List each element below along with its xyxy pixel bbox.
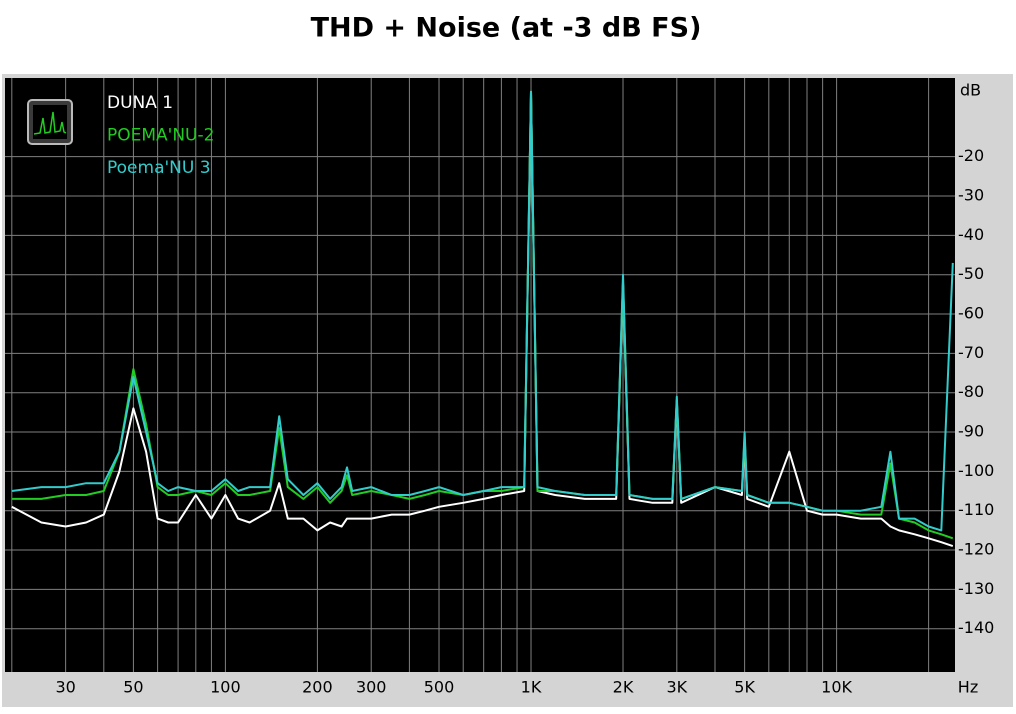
- y-axis-label: dB: [960, 81, 981, 100]
- y-tick-label: -110: [958, 500, 994, 519]
- x-tick-label: 500: [424, 678, 455, 697]
- series-line: [11, 90, 954, 532]
- x-tick-label: 300: [356, 678, 387, 697]
- legend-icon-trace: [33, 111, 67, 135]
- y-tick-label: -70: [958, 343, 984, 362]
- legend: DUNA 1 POEMA'NU-2 Poema'NU 3: [27, 93, 214, 178]
- x-tick-label: 1K: [521, 678, 542, 697]
- x-tick-label: 100: [210, 678, 241, 697]
- y-tick-label: -50: [958, 264, 984, 283]
- y-tick-label: -30: [958, 186, 984, 205]
- y-tick-label: -140: [958, 618, 994, 637]
- y-tick-label: -60: [958, 304, 984, 323]
- y-tick-label: -130: [958, 579, 994, 598]
- x-tick-label: 3K: [666, 678, 687, 697]
- lines: [11, 90, 954, 548]
- grid: [5, 78, 955, 672]
- x-tick-label: 5K: [734, 678, 755, 697]
- y-tick-label: -40: [958, 225, 984, 244]
- legend-label: DUNA 1: [107, 93, 173, 113]
- series-line: [11, 90, 954, 548]
- y-tick-label: -80: [958, 382, 984, 401]
- legend-label: Poema'NU 3: [107, 158, 211, 178]
- x-axis-label: Hz: [958, 678, 978, 697]
- y-tick-label: -120: [958, 540, 994, 559]
- x-tick-label: 10K: [821, 678, 852, 697]
- plot-area: [5, 78, 955, 672]
- y-tick-label: -100: [958, 461, 994, 480]
- x-tick-label: 50: [123, 678, 143, 697]
- x-tick-label: 2K: [613, 678, 634, 697]
- chart-title: THD + Noise (at -3 dB FS): [311, 13, 702, 44]
- y-tick-label: -20: [958, 146, 984, 165]
- y-tick-label: -90: [958, 422, 984, 441]
- legend-label: POEMA'NU-2: [107, 126, 214, 146]
- x-tick-label: 30: [55, 678, 75, 697]
- x-tick-label: 200: [302, 678, 333, 697]
